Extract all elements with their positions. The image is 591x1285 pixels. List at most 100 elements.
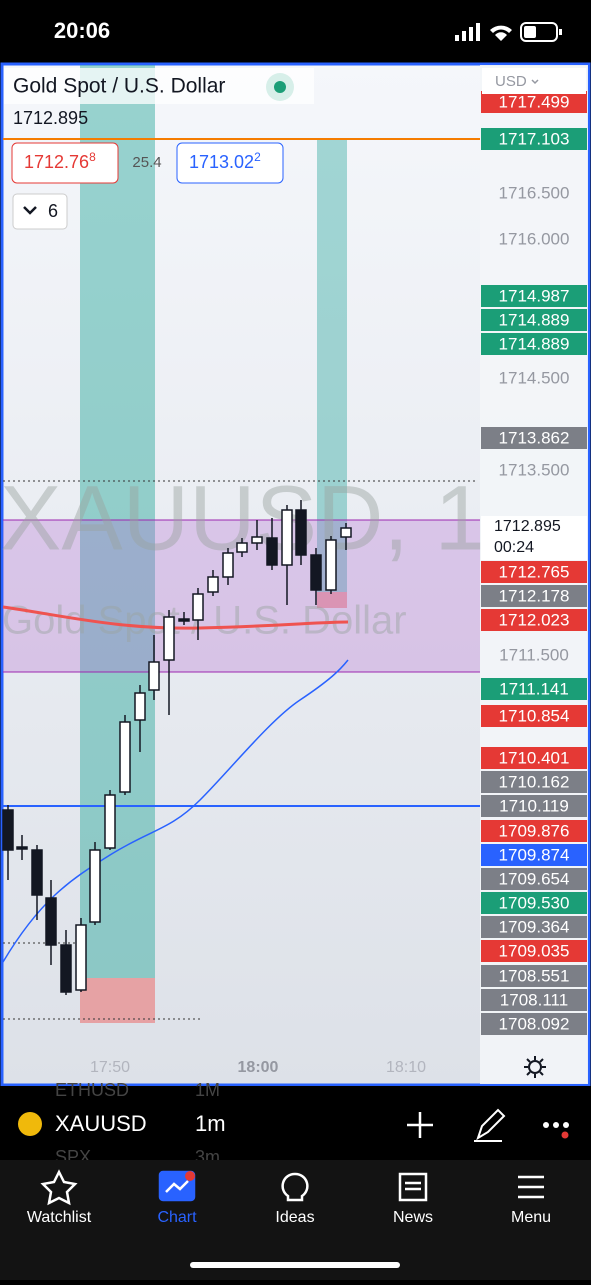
buy-price-main: 1713.02 — [189, 152, 254, 172]
chart-tab-glyph — [165, 1180, 189, 1193]
tab-label[interactable]: News — [393, 1209, 433, 1226]
candle-body — [251, 536, 263, 544]
toolbar-interval[interactable]: 1m — [195, 1111, 226, 1136]
price-label-bg — [481, 989, 587, 1011]
buy-button[interactable] — [176, 142, 284, 184]
current-price: 1712.895 — [494, 518, 561, 535]
time-label: 18:00 — [238, 1059, 279, 1076]
candle-body — [89, 849, 101, 923]
candle-body — [192, 593, 204, 621]
candle-body — [60, 944, 72, 993]
tab-label[interactable]: Ideas — [275, 1209, 314, 1226]
candle-body — [266, 537, 278, 566]
price-label-bg — [481, 561, 587, 583]
ghost-interval: 1M — [195, 1080, 220, 1100]
candle-body — [163, 616, 175, 661]
countdown: 00:24 — [494, 539, 534, 556]
price-label-bg — [481, 868, 587, 890]
moving-average-blue — [2, 659, 349, 963]
price-label-bg — [481, 965, 587, 987]
sell-price: 1712.768 — [24, 150, 96, 172]
currency[interactable]: USD — [495, 73, 527, 90]
price-label: 1710.401 — [499, 748, 570, 767]
price-label-bg — [481, 427, 587, 449]
ghost-symbol: ETHUSD — [55, 1080, 129, 1100]
candle-body — [281, 509, 293, 566]
header-bg — [4, 68, 314, 104]
market-status-dot — [274, 81, 286, 93]
price-label: 1710.162 — [499, 772, 570, 791]
tab-label[interactable]: Watchlist — [27, 1209, 92, 1226]
candle-body — [2, 809, 14, 851]
tab-icon[interactable] — [398, 1172, 428, 1202]
candle-body — [295, 509, 307, 556]
more-icon[interactable] — [543, 1122, 569, 1139]
price-label: 1709.364 — [499, 917, 570, 936]
price-label: 1709.035 — [499, 941, 570, 960]
tab-icon[interactable] — [281, 1172, 309, 1202]
candle-body — [119, 721, 131, 793]
price-label-bg — [481, 747, 587, 769]
watermark-symbol: XAUUSD, 1 — [0, 467, 486, 569]
draw-icon[interactable] — [474, 1108, 506, 1142]
plot-area: XAUUSD, 1 Gold Spot / U.S. Dollar — [0, 65, 486, 1023]
notification-dot — [185, 1171, 195, 1181]
price-label: 1709.530 — [499, 893, 570, 912]
time-label: 18:10 — [386, 1059, 426, 1076]
toolbar-symbol[interactable]: XAUUSD — [55, 1111, 147, 1136]
price-label-bg — [481, 333, 587, 355]
price-label-bg — [481, 609, 587, 631]
time-label: 17:50 — [90, 1059, 130, 1076]
tab-label[interactable]: Menu — [511, 1209, 551, 1226]
add-icon[interactable] — [407, 1112, 433, 1138]
tab-icon[interactable] — [40, 1169, 78, 1206]
sell-button[interactable] — [11, 142, 119, 184]
long-position-profit — [317, 140, 347, 592]
candle-body — [222, 552, 234, 578]
candle-body — [207, 576, 219, 593]
price-label-bg — [481, 285, 587, 307]
moving-average-red — [2, 605, 349, 630]
long-position-loss — [317, 592, 347, 608]
candle-body — [310, 554, 322, 591]
price-label-bg — [481, 892, 587, 914]
candle-body — [325, 539, 337, 591]
settings-icon[interactable] — [524, 1056, 546, 1078]
candle-body — [75, 924, 87, 991]
watermark-name: Gold Spot / U.S. Dollar — [2, 599, 407, 643]
price-label: 1709.654 — [499, 869, 570, 888]
price-label-bg — [481, 820, 587, 842]
price-label-bg — [481, 795, 587, 817]
symbol-name: Gold Spot / U.S. Dollar — [13, 75, 225, 98]
price-label: 1712.023 — [499, 610, 570, 629]
currency-chevron — [531, 79, 539, 85]
current-price-box — [481, 516, 587, 560]
price-scale-label: 1716.000 — [499, 229, 570, 248]
symbol-icon — [18, 1112, 42, 1136]
last-price: 1712.895 — [13, 108, 88, 128]
indicators-toggle[interactable] — [12, 193, 68, 230]
price-label-bg — [481, 128, 587, 150]
price-label: 1714.987 — [499, 286, 570, 305]
price-label: 1712.765 — [499, 562, 570, 581]
sell-price-pip: 8 — [89, 150, 96, 164]
status-time: 20:06 — [54, 18, 110, 43]
price-label-bg — [481, 844, 587, 866]
price-label: 1714.889 — [499, 310, 570, 329]
price-label: 1714.889 — [499, 334, 570, 353]
candle-body — [236, 542, 248, 553]
price-label-bg — [481, 309, 587, 331]
chevron — [23, 206, 37, 215]
price-label: 1710.119 — [499, 796, 569, 815]
home-indicator — [190, 1262, 400, 1268]
tab-icon[interactable] — [518, 1175, 544, 1199]
candle-body — [340, 527, 352, 538]
price-label-bg — [481, 940, 587, 962]
tab-label[interactable]: Chart — [157, 1209, 197, 1226]
indicator-count: 6 — [48, 201, 58, 221]
spread: 25.4 — [132, 154, 161, 171]
price-scale-label: 1711.500 — [499, 645, 569, 664]
price-label: 1709.876 — [499, 821, 570, 840]
price-label-bg — [481, 771, 587, 793]
candle-body — [45, 897, 57, 946]
